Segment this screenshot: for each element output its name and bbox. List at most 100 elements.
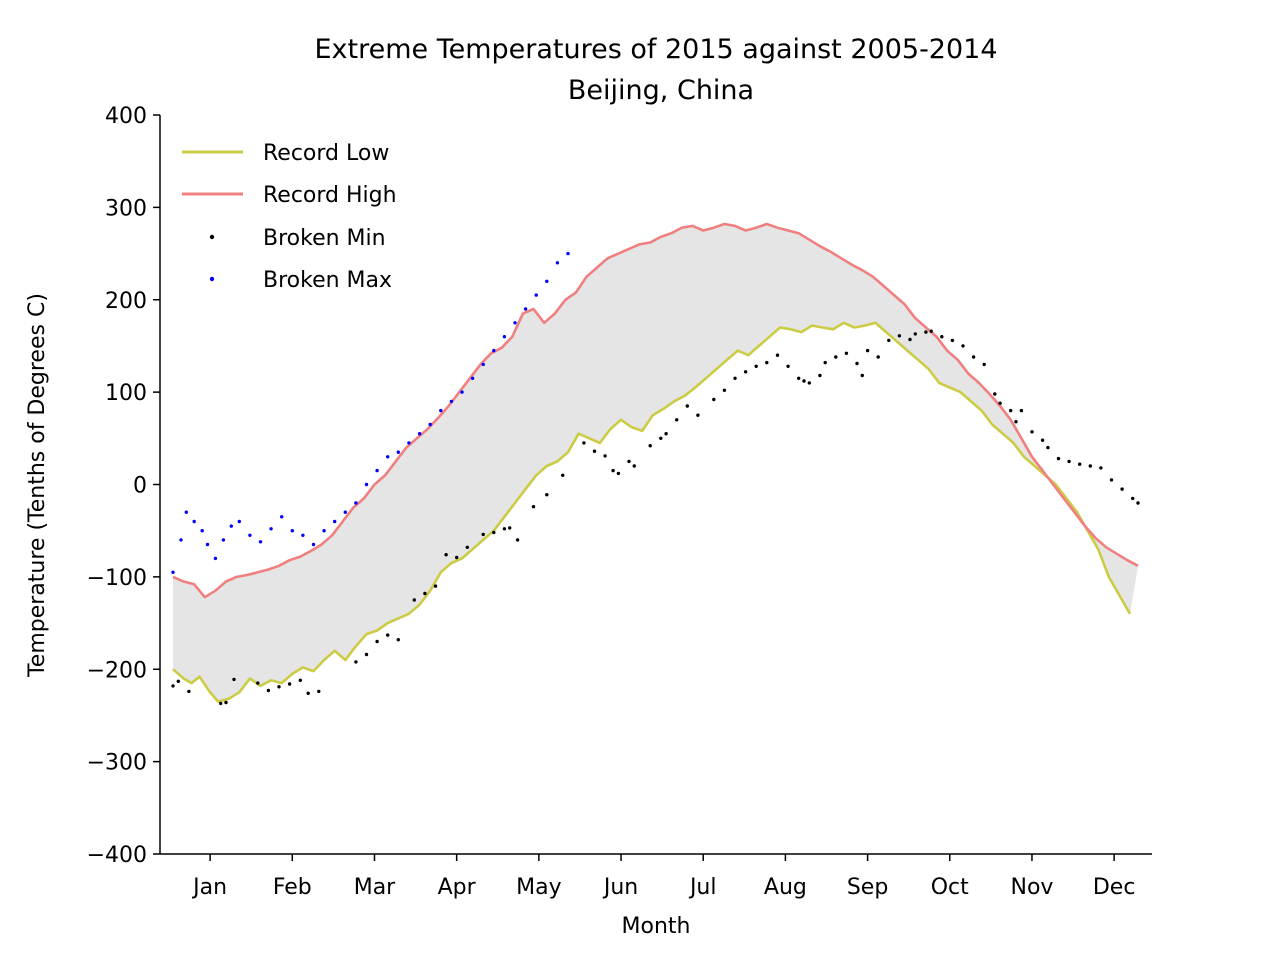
point-broken-min (232, 677, 236, 682)
point-broken-min (908, 337, 912, 342)
y-tick-label: −200 (87, 658, 147, 683)
point-broken-max (364, 482, 369, 487)
legend-label-record-high: Record High (263, 183, 397, 208)
legend: Record Low Record High Broken Min Broken… (182, 141, 397, 293)
point-broken-min (754, 364, 758, 368)
point-broken-max (460, 390, 464, 394)
point-broken-min (659, 436, 663, 440)
y-axis-label: Temperature (Tenths of Degrees C) (25, 293, 50, 678)
point-broken-max (221, 538, 226, 542)
point-broken-min (492, 530, 496, 535)
line-record-high (172, 222, 1139, 599)
x-tick-label: Dec (1093, 875, 1136, 900)
x-tick-label: Jun (602, 875, 638, 900)
x-tick-label: Sep (847, 875, 888, 900)
point-broken-min (802, 379, 806, 383)
point-broken-max (428, 422, 432, 427)
point-broken-min (897, 334, 902, 338)
point-broken-max (545, 279, 549, 283)
point-broken-min (364, 652, 369, 657)
point-broken-min (855, 361, 859, 366)
point-broken-min (961, 344, 965, 348)
point-broken-max (449, 399, 454, 404)
point-broken-max (179, 538, 183, 542)
point-broken-min (1136, 501, 1140, 505)
point-broken-min (807, 381, 811, 385)
point-broken-min (818, 373, 822, 378)
point-broken-min (1088, 464, 1093, 468)
point-broken-min (1019, 408, 1024, 413)
point-broken-min (224, 700, 228, 705)
point-broken-min (1078, 462, 1082, 466)
point-broken-max (470, 376, 475, 380)
point-broken-min (1009, 408, 1013, 413)
point-broken-min (508, 526, 512, 530)
x-tick-label: May (516, 875, 561, 900)
point-broken-min (627, 459, 631, 464)
point-broken-max (481, 362, 485, 367)
point-broken-min (396, 638, 400, 642)
point-broken-min (176, 679, 180, 683)
point-broken-min (786, 364, 790, 368)
point-broken-min (317, 689, 321, 694)
point-broken-min (887, 338, 891, 343)
point-broken-min (834, 355, 838, 359)
point-broken-max (492, 348, 496, 353)
point-broken-min (515, 538, 520, 542)
point-broken-min (386, 633, 390, 637)
point-broken-min (298, 678, 302, 682)
x-tick-label: Mar (354, 875, 396, 900)
point-broken-min (354, 660, 358, 664)
point-broken-max (513, 321, 517, 325)
point-broken-min (860, 373, 864, 378)
point-broken-max (171, 570, 175, 574)
y-tick-label: 100 (105, 381, 147, 406)
point-broken-min (592, 449, 597, 453)
point-broken-min (375, 639, 379, 644)
point-broken-max (280, 515, 284, 519)
point-broken-min (603, 454, 607, 458)
legend-label-record-low: Record Low (263, 141, 389, 166)
y-tick-label: 0 (133, 474, 147, 499)
point-broken-max (407, 441, 411, 445)
point-broken-max (258, 540, 263, 544)
point-broken-min (1030, 430, 1034, 434)
x-axis-label: Month (622, 914, 691, 939)
point-broken-max (333, 519, 337, 524)
point-broken-min (844, 351, 849, 355)
point-broken-min (765, 360, 769, 365)
point-broken-min (187, 689, 191, 694)
x-tick-label: Aug (764, 875, 807, 900)
point-broken-min (171, 684, 175, 688)
point-broken-max (311, 542, 316, 547)
point-broken-min (865, 348, 870, 353)
point-broken-min (611, 468, 615, 473)
point-broken-min (433, 584, 438, 588)
point-broken-min (1046, 445, 1050, 450)
point-broken-min (982, 362, 986, 367)
point-broken-max (322, 529, 326, 533)
x-axis-ticks: Jan Feb Mar Apr May Jun Jul Aug Sep Oct Nov Dec (191, 854, 1135, 900)
point-broken-max (269, 527, 273, 531)
point-broken-min (775, 353, 780, 357)
point-broken-min (632, 464, 636, 468)
point-broken-min (929, 329, 933, 333)
y-tick-label: −300 (87, 751, 147, 776)
point-broken-min (696, 413, 700, 417)
point-broken-min (876, 355, 880, 359)
point-broken-min (287, 682, 292, 686)
point-broken-min (797, 376, 801, 380)
chart-title: Extreme Temperatures of 2015 against 200… (314, 34, 997, 65)
point-broken-max (229, 524, 233, 528)
point-broken-min (1131, 496, 1135, 501)
point-broken-min (545, 493, 549, 497)
point-broken-min (993, 392, 997, 396)
point-broken-min (722, 388, 727, 392)
point-broken-min (277, 685, 281, 689)
point-broken-max (502, 335, 507, 339)
x-tick-label: Oct (931, 875, 969, 900)
chart-subtitle: Beijing, China (568, 75, 754, 106)
point-broken-min (950, 338, 955, 343)
y-tick-label: −100 (87, 566, 147, 591)
